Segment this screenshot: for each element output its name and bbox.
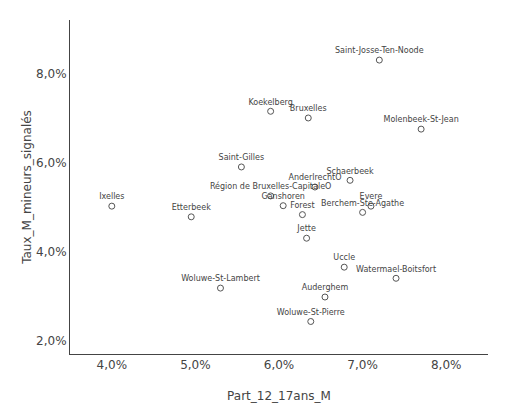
svg-text:Saint-Josse-Ten-Noode: Saint-Josse-Ten-Noode [335,46,424,55]
svg-text:Evere: Evere [360,192,383,201]
svg-text:Uccle: Uccle [333,253,355,262]
svg-text:6,0%: 6,0% [264,358,295,372]
svg-text:Koekelberg: Koekelberg [248,98,292,107]
svg-text:4,0%: 4,0% [97,358,128,372]
svg-text:Auderghem: Auderghem [302,283,349,292]
svg-text:Jette: Jette [296,224,316,233]
svg-text:Forest: Forest [290,201,315,210]
svg-text:7,0%: 7,0% [347,358,378,372]
svg-text:Molenbeek-St-Jean: Molenbeek-St-Jean [383,115,458,124]
svg-text:8,0%: 8,0% [431,358,462,372]
svg-text:Bruxelles: Bruxelles [290,104,327,113]
svg-text:2,0%: 2,0% [36,334,67,348]
svg-text:Région de Bruxelles-CapitaleO: Région de Bruxelles-CapitaleO [210,181,331,191]
svg-text:Berchem-Ste-Agathe: Berchem-Ste-Agathe [321,199,404,208]
svg-text:Saint-Gilles: Saint-Gilles [219,153,265,162]
svg-text:Schaerbeek: Schaerbeek [326,167,374,176]
svg-text:5,0%: 5,0% [180,358,211,372]
svg-text:Ixelles: Ixelles [99,192,124,201]
svg-text:Ganshoren: Ganshoren [261,192,304,201]
svg-text:AnderlrechtO: AnderlrechtO [288,173,341,182]
svg-text:Taux_M_mineurs_signalés: Taux_M_mineurs_signalés [20,110,34,265]
svg-text:Etterbeek: Etterbeek [172,203,211,212]
svg-text:6,0%: 6,0% [36,156,67,170]
svg-text:8,0%: 8,0% [36,67,67,81]
svg-text:Watermael-Boitsfort: Watermael-Boitsfort [356,265,436,274]
svg-text:Woluwe-St-Lambert: Woluwe-St-Lambert [181,274,260,283]
svg-text:4,0%: 4,0% [36,245,67,259]
svg-text:Woluwe-St-Pierre: Woluwe-St-Pierre [277,308,345,317]
svg-text:Part_12_17ans_M: Part_12_17ans_M [227,389,331,403]
